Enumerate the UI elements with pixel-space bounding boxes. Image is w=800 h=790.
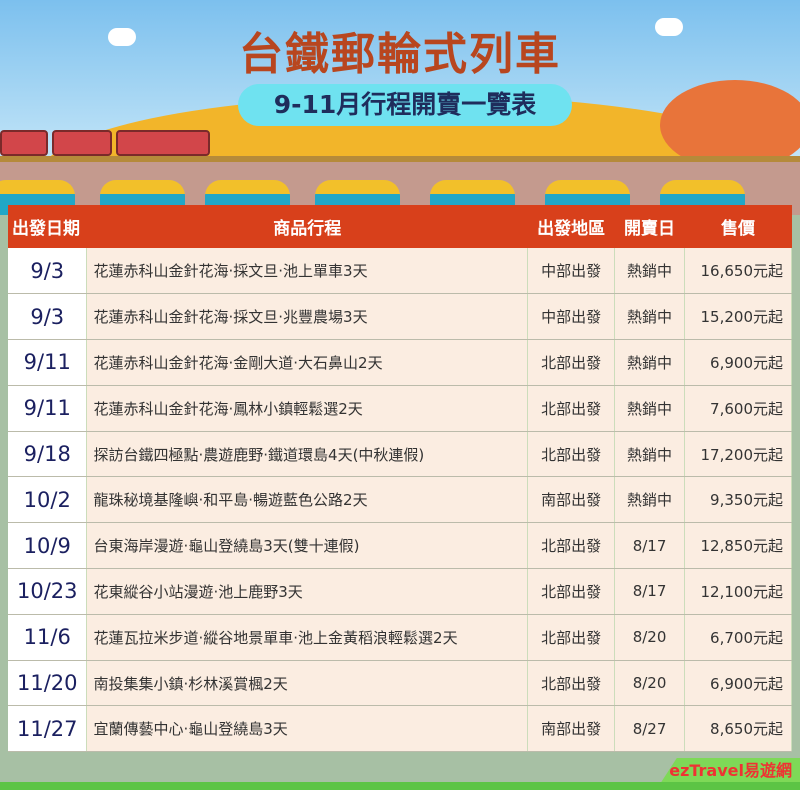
cell-date: 11/20 (8, 660, 88, 707)
table-row: 10/23 花東縱谷小站漫遊·池上鹿野3天 北部出發 8/17 12,100元起 (8, 568, 792, 615)
cell-region: 南部出發 (527, 476, 616, 524)
cell-price: 12,850元起 (684, 522, 792, 570)
cell-itinerary: 南投集集小鎮·杉林溪賞楓2天 (86, 660, 529, 707)
cell-date: 9/11 (8, 339, 88, 386)
cell-date: 9/3 (8, 293, 88, 341)
cell-price: 17,200元起 (684, 431, 792, 478)
cell-itinerary: 花蓮赤科山金針花海·採文旦·池上單車3天 (86, 248, 529, 295)
cell-itinerary: 花東縱谷小站漫遊·池上鹿野3天 (86, 568, 529, 615)
cell-region: 北部出發 (527, 568, 616, 615)
cell-region: 北部出發 (527, 614, 616, 661)
col-itinerary: 商品行程 (86, 205, 528, 248)
cell-region: 北部出發 (527, 339, 616, 386)
cell-date: 11/27 (8, 705, 88, 753)
cell-region: 北部出發 (527, 385, 616, 432)
cloud-icon (655, 18, 683, 36)
cell-sale-date: 熱銷中 (614, 476, 686, 524)
col-price: 售價 (684, 205, 792, 248)
cell-itinerary: 花蓮赤科山金針花海·採文旦·兆豐農場3天 (86, 293, 529, 341)
footer-strip (0, 782, 800, 790)
cell-date: 9/3 (8, 248, 88, 295)
table-header: 出發日期 商品行程 出發地區 開賣日 售價 (8, 205, 792, 248)
cell-date: 10/23 (8, 568, 88, 615)
cell-region: 中部出發 (527, 293, 616, 341)
train-icon (52, 130, 112, 156)
cell-region: 北部出發 (527, 522, 616, 570)
table-row: 10/2 龍珠秘境基隆嶼·和平島·暢遊藍色公路2天 南部出發 熱銷中 9,350元起 (8, 476, 792, 524)
page-title: 台鐵郵輪式列車 (239, 29, 561, 80)
table-row: 9/18 探訪台鐵四極點·農遊鹿野·鐵道環島4天(中秋連假) 北部出發 熱銷中 17,2… (8, 431, 792, 478)
cell-sale-date: 8/20 (614, 614, 686, 661)
cell-itinerary: 花蓮赤科山金針花海·鳳林小鎮輕鬆選2天 (86, 385, 529, 432)
cell-region: 南部出發 (527, 705, 616, 753)
cloud-icon (108, 28, 136, 46)
cell-region: 中部出發 (527, 248, 616, 295)
eztravel-logo: ezTravel易遊網 (660, 758, 800, 784)
header-banner: 台鐵郵輪式列車 9-11月行程開賣一覽表 (0, 0, 800, 215)
cell-date: 9/11 (8, 385, 88, 432)
cell-price: 12,100元起 (684, 568, 792, 615)
cell-date: 9/18 (8, 431, 88, 478)
cell-region: 北部出發 (527, 431, 616, 478)
cell-price: 16,650元起 (684, 248, 792, 295)
train-icon (116, 130, 210, 156)
cell-sale-date: 8/17 (614, 568, 686, 615)
table-row: 10/9 台東海岸漫遊·龜山登繞島3天(雙十連假) 北部出發 8/17 12,850元起 (8, 522, 792, 570)
rail (0, 156, 800, 164)
cell-sale-date: 熱銷中 (614, 431, 686, 478)
cell-date: 10/2 (8, 476, 88, 524)
cell-sale-date: 熱銷中 (614, 248, 686, 295)
train-icon (0, 130, 48, 156)
cell-itinerary: 宜蘭傳藝中心·龜山登繞島3天 (86, 705, 529, 753)
table-row: 9/3 花蓮赤科山金針花海·採文旦·池上單車3天 中部出發 熱銷中 16,650元起 (8, 248, 792, 295)
cell-sale-date: 熱銷中 (614, 293, 686, 341)
cell-price: 6,900元起 (684, 339, 792, 386)
cell-itinerary: 花蓮瓦拉米步道·縱谷地景單車·池上金黃稻浪輕鬆選2天 (86, 614, 529, 661)
cell-region: 北部出發 (527, 660, 616, 707)
cell-itinerary: 台東海岸漫遊·龜山登繞島3天(雙十連假) (86, 522, 529, 570)
cell-sale-date: 熱銷中 (614, 385, 686, 432)
table-row: 11/27 宜蘭傳藝中心·龜山登繞島3天 南部出發 8/27 8,650元起 (8, 705, 792, 753)
cell-sale-date: 8/20 (614, 660, 686, 707)
cell-price: 15,200元起 (684, 293, 792, 341)
table-row: 11/20 南投集集小鎮·杉林溪賞楓2天 北部出發 8/20 6,900元起 (8, 660, 792, 707)
cell-price: 7,600元起 (684, 385, 792, 432)
table-row: 11/6 花蓮瓦拉米步道·縱谷地景單車·池上金黃稻浪輕鬆選2天 北部出發 8/20 6,… (8, 614, 792, 661)
col-date: 出發日期 (8, 205, 87, 248)
cell-price: 6,700元起 (684, 614, 792, 661)
cell-itinerary: 探訪台鐵四極點·農遊鹿野·鐵道環島4天(中秋連假) (86, 431, 529, 478)
table-row: 9/3 花蓮赤科山金針花海·採文旦·兆豐農場3天 中部出發 熱銷中 15,200元起 (8, 293, 792, 341)
cell-sale-date: 8/27 (614, 705, 686, 753)
cell-itinerary: 花蓮赤科山金針花海·金剛大道·大石鼻山2天 (86, 339, 529, 386)
page-subtitle: 9-11月行程開賣一覽表 (238, 84, 572, 126)
cell-itinerary: 龍珠秘境基隆嶼·和平島·暢遊藍色公路2天 (86, 476, 529, 524)
table-row: 9/11 花蓮赤科山金針花海·金剛大道·大石鼻山2天 北部出發 熱銷中 6,900元起 (8, 339, 792, 386)
cell-price: 9,350元起 (684, 476, 792, 524)
itinerary-table: 出發日期 商品行程 出發地區 開賣日 售價 9/3 花蓮赤科山金針花海·採文旦·池… (8, 205, 792, 753)
cell-sale-date: 熱銷中 (614, 339, 686, 386)
cell-price: 6,900元起 (684, 660, 792, 707)
table-row: 9/11 花蓮赤科山金針花海·鳳林小鎮輕鬆選2天 北部出發 熱銷中 7,600元起 (8, 385, 792, 432)
col-region: 出發地區 (527, 205, 615, 248)
cell-date: 10/9 (8, 522, 88, 570)
cell-price: 8,650元起 (684, 705, 792, 753)
trees (660, 80, 800, 170)
cell-sale-date: 8/17 (614, 522, 686, 570)
col-sale-date: 開賣日 (614, 205, 685, 248)
cell-date: 11/6 (8, 614, 88, 661)
